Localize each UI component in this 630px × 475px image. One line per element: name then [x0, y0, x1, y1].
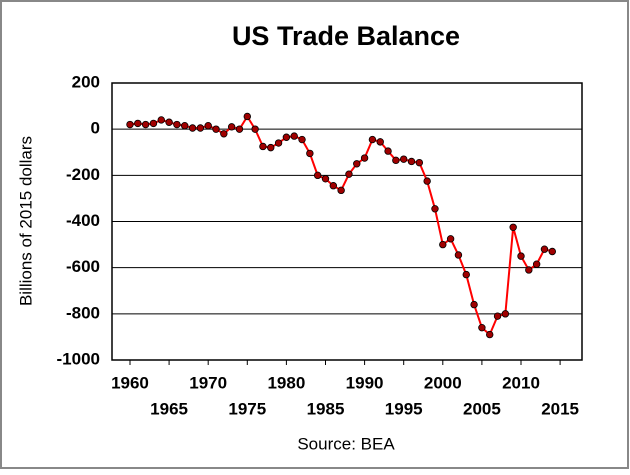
y-tick-label: -1000: [57, 349, 100, 368]
data-point: [204, 122, 212, 130]
data-point: [181, 122, 189, 130]
data-point: [173, 120, 181, 129]
x-tick-label: 1960: [111, 373, 149, 392]
data-point: [149, 119, 158, 128]
data-point: [415, 158, 424, 167]
data-point: [509, 223, 517, 231]
data-point: [141, 120, 150, 129]
data-point: [532, 260, 541, 268]
source: Source: BEA: [297, 434, 395, 453]
data-point: [188, 124, 197, 132]
data-point: [376, 138, 384, 146]
data-point: [517, 252, 525, 260]
data-point: [360, 154, 369, 162]
data-point: [407, 157, 416, 166]
data-point: [439, 240, 447, 249]
x-tick-label: 1965: [150, 399, 188, 418]
y-tick-label: -400: [66, 211, 100, 230]
data-point: [290, 132, 298, 140]
data-point: [220, 130, 228, 138]
data-point: [165, 118, 173, 126]
data-point: [329, 182, 338, 190]
data-point: [493, 312, 502, 320]
data-point: [251, 125, 259, 133]
data-point: [337, 186, 345, 195]
data-point: [525, 266, 533, 274]
y-tick-label: -800: [66, 303, 100, 322]
data-point: [548, 247, 556, 256]
x-tick-label: 1975: [228, 399, 266, 418]
data-point: [243, 112, 251, 121]
x-tick-label: 2015: [541, 399, 579, 418]
data-point: [298, 135, 306, 144]
chart-title: US Trade Balance: [232, 21, 460, 51]
y-tick-label: -600: [66, 257, 100, 276]
data-point: [446, 235, 455, 243]
data-point: [267, 143, 275, 152]
data-point: [540, 245, 549, 253]
data-point: [306, 149, 314, 158]
x-tick-label: 1980: [267, 373, 305, 392]
data-point: [313, 171, 322, 180]
data-point: [157, 116, 165, 124]
x-tick-label: 1970: [189, 373, 227, 392]
y-tick-label: 200: [72, 72, 100, 91]
data-point: [134, 119, 142, 128]
data-point: [501, 310, 510, 318]
data-point: [399, 155, 408, 163]
data-point: [196, 124, 205, 132]
data-point: [126, 120, 134, 129]
data-point: [321, 175, 330, 183]
data-point: [227, 123, 236, 131]
data-point: [392, 156, 400, 165]
data-point: [423, 177, 431, 185]
data-point: [486, 330, 494, 339]
data-point: [470, 300, 478, 309]
x-tick-label: 2010: [502, 373, 540, 392]
data-point: [462, 270, 470, 279]
data-point: [368, 135, 377, 144]
data-point: [454, 251, 463, 259]
y-axis-label: Billions of 2015 dollars: [16, 136, 35, 306]
x-tick-label: 1995: [385, 399, 423, 418]
data-point: [353, 160, 361, 168]
data-point: [282, 133, 291, 141]
data-point: [235, 125, 244, 133]
data-point: [431, 205, 439, 213]
data-point: [259, 142, 267, 151]
x-tick-label: 2000: [424, 373, 462, 392]
x-tick-label: 1990: [346, 373, 384, 392]
data-point: [345, 170, 353, 178]
x-tick-label: 1985: [307, 399, 345, 418]
y-tick-label: -200: [66, 165, 100, 184]
data-point: [274, 139, 283, 147]
data-point: [212, 125, 220, 133]
data-point: [478, 323, 486, 332]
data-point: [384, 147, 392, 155]
x-tick-label: 2005: [463, 399, 501, 418]
y-tick-label: 0: [91, 119, 100, 138]
